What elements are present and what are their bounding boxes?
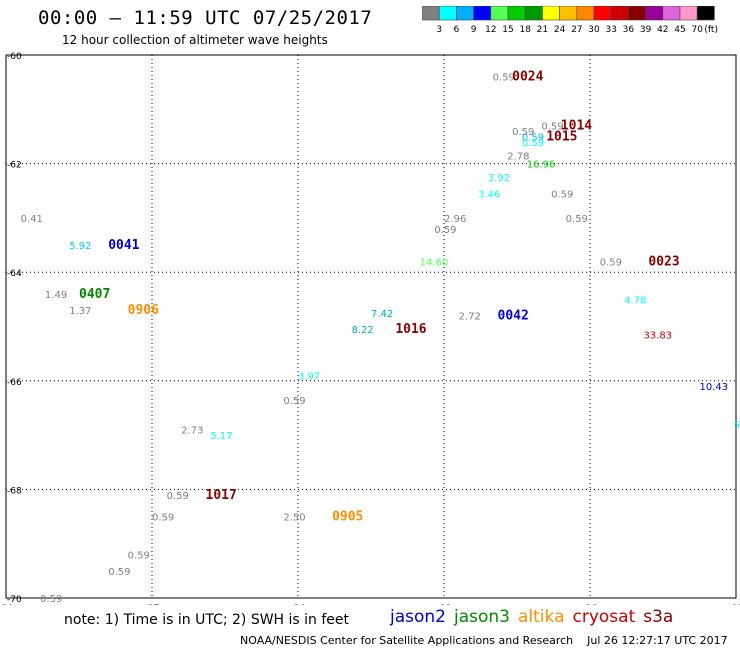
lon-tick-label: -21 <box>437 604 452 605</box>
satellite-legend-item: cryosat <box>572 607 636 627</box>
wave-height-value: 5.17 <box>210 431 232 442</box>
scale-label: 30 <box>588 25 600 34</box>
map-frame <box>5 54 737 599</box>
pass-time-label: 0042 <box>498 309 529 324</box>
scale-label: 3 <box>436 25 442 34</box>
wave-height-value: 2.96 <box>444 214 466 225</box>
pass-time-label: 1016 <box>395 322 426 337</box>
lon-tick-label: -30 <box>0 604 14 605</box>
wave-height-value: 0.59 <box>551 189 573 200</box>
lat-tick-label: -70 <box>7 595 22 605</box>
wave-height-value: 33.83 <box>644 331 673 342</box>
satellite-legend-item: jason3 <box>454 607 510 627</box>
wave-height-value: 1.37 <box>69 306 91 317</box>
wave-height-value: 0.59 <box>522 138 544 149</box>
map-subtitle: 12 hour collection of altimeter wave hei… <box>62 33 328 47</box>
lat-tick-label: -64 <box>7 269 22 279</box>
pass-time-label: 0905 <box>332 510 363 525</box>
wave-height-value: 5. <box>734 420 740 431</box>
wave-height-value: 2.73 <box>181 426 203 437</box>
wave-height-value: 0.59 <box>128 551 150 562</box>
pass-time-label: 0024 <box>512 70 543 85</box>
wave-height-value: 16.96 <box>527 160 556 171</box>
scale-label: 42 <box>657 25 668 34</box>
scale-swatch <box>696 6 715 21</box>
satellite-legend-item: s3a <box>643 607 674 627</box>
wave-height-value: 3.97 <box>298 371 320 382</box>
scale-label: 27 <box>571 25 582 34</box>
wave-height-color-scale: 3 6 9 12 15 18 21 24 27 30 33 36 39 42 45 70 (ft) <box>422 6 718 34</box>
footer-note: note: 1) Time is in UTC; 2) SWH is in fe… <box>64 612 350 628</box>
wave-height-value: 0.59 <box>522 132 544 143</box>
pass-time-label: 1014 <box>561 119 592 134</box>
credit-line: NOAA/NESDIS Center for Satellite Applica… <box>240 634 728 647</box>
pass-time-label: 0407 <box>79 287 110 302</box>
scale-label: 70 <box>691 25 703 34</box>
credit-text: NOAA/NESDIS Center for Satellite Applica… <box>240 634 574 647</box>
scale-label: 21 <box>537 25 548 34</box>
wave-height-value: 0.59 <box>493 73 515 84</box>
scale-label: 33 <box>605 25 616 34</box>
wave-height-value: 2.72 <box>459 312 481 323</box>
wave-height-value: 5.92 <box>69 241 91 252</box>
lat-tick-label: -62 <box>7 161 22 171</box>
wave-height-value: 0.59 <box>541 122 563 133</box>
wave-height-value: 7.42 <box>371 309 393 320</box>
pass-time-label: 0023 <box>648 254 679 269</box>
scale-label: 9 <box>471 25 477 34</box>
generated-timestamp: Jul 26 12:27:17 UTC 2017 <box>587 634 728 647</box>
wave-height-value: 0.41 <box>21 214 43 225</box>
altimeter-map: -30 -27 -24 -21 -18 -15 -60 -62 -64 -66 -68 -70 0.41… <box>0 52 740 605</box>
wave-height-value: 0.59 <box>167 491 189 502</box>
scale-label: 39 <box>640 25 652 34</box>
wave-height-value: 0.59 <box>283 396 305 407</box>
wave-height-value: 0.59 <box>512 127 534 138</box>
wave-height-value: 1.49 <box>45 290 67 301</box>
pass-time-label: 1017 <box>206 488 237 503</box>
wave-height-value: 0.59 <box>566 214 588 225</box>
wave-height-value: 0.59 <box>40 594 62 605</box>
wave-height-value: 0.59 <box>434 225 456 236</box>
wave-height-value: 2.50 <box>283 513 305 524</box>
map-title: 00:00 – 11:59 UTC 07/25/2017 <box>38 7 373 29</box>
lat-tick-label: -60 <box>7 52 22 62</box>
wave-height-value: 0.59 <box>600 257 622 268</box>
lon-tick-label: -18 <box>583 604 598 605</box>
satellite-legend-item: jason2 <box>390 607 446 627</box>
scale-label: 36 <box>623 25 635 34</box>
wave-height-value: 0.59 <box>108 567 130 578</box>
wave-height-value: 0.59 <box>152 513 174 524</box>
lon-tick-label: -27 <box>145 604 160 605</box>
pass-time-label: 0041 <box>108 238 139 253</box>
wave-height-value: 8.22 <box>352 325 374 336</box>
scale-unit: (ft) <box>704 25 718 34</box>
scale-label: 24 <box>554 25 566 34</box>
satellite-legend-item: altika <box>518 607 565 627</box>
lat-tick-label: -66 <box>7 378 22 388</box>
pass-time-label: 1015 <box>546 129 577 144</box>
scale-label: 12 <box>485 25 496 34</box>
lon-tick-label: -15 <box>729 604 740 605</box>
wave-height-value: 2.78 <box>507 151 529 162</box>
wave-height-value: 14.60 <box>420 257 449 268</box>
wave-height-value: 3.46 <box>478 189 500 200</box>
scale-label: 6 <box>454 25 460 34</box>
satellite-legend: jason2 jason3 altika cryosat s3a <box>390 607 681 627</box>
lat-tick-label: -68 <box>7 486 22 496</box>
wave-height-value: 10.43 <box>700 382 729 393</box>
lon-tick-label: -24 <box>291 604 306 605</box>
wave-height-value: 3.92 <box>488 173 510 184</box>
scale-label: 15 <box>502 25 513 34</box>
pass-time-label: 0906 <box>128 303 159 318</box>
scale-label: 18 <box>519 25 531 34</box>
scale-label: 45 <box>674 25 685 34</box>
wave-height-value: 4.78 <box>624 295 646 306</box>
